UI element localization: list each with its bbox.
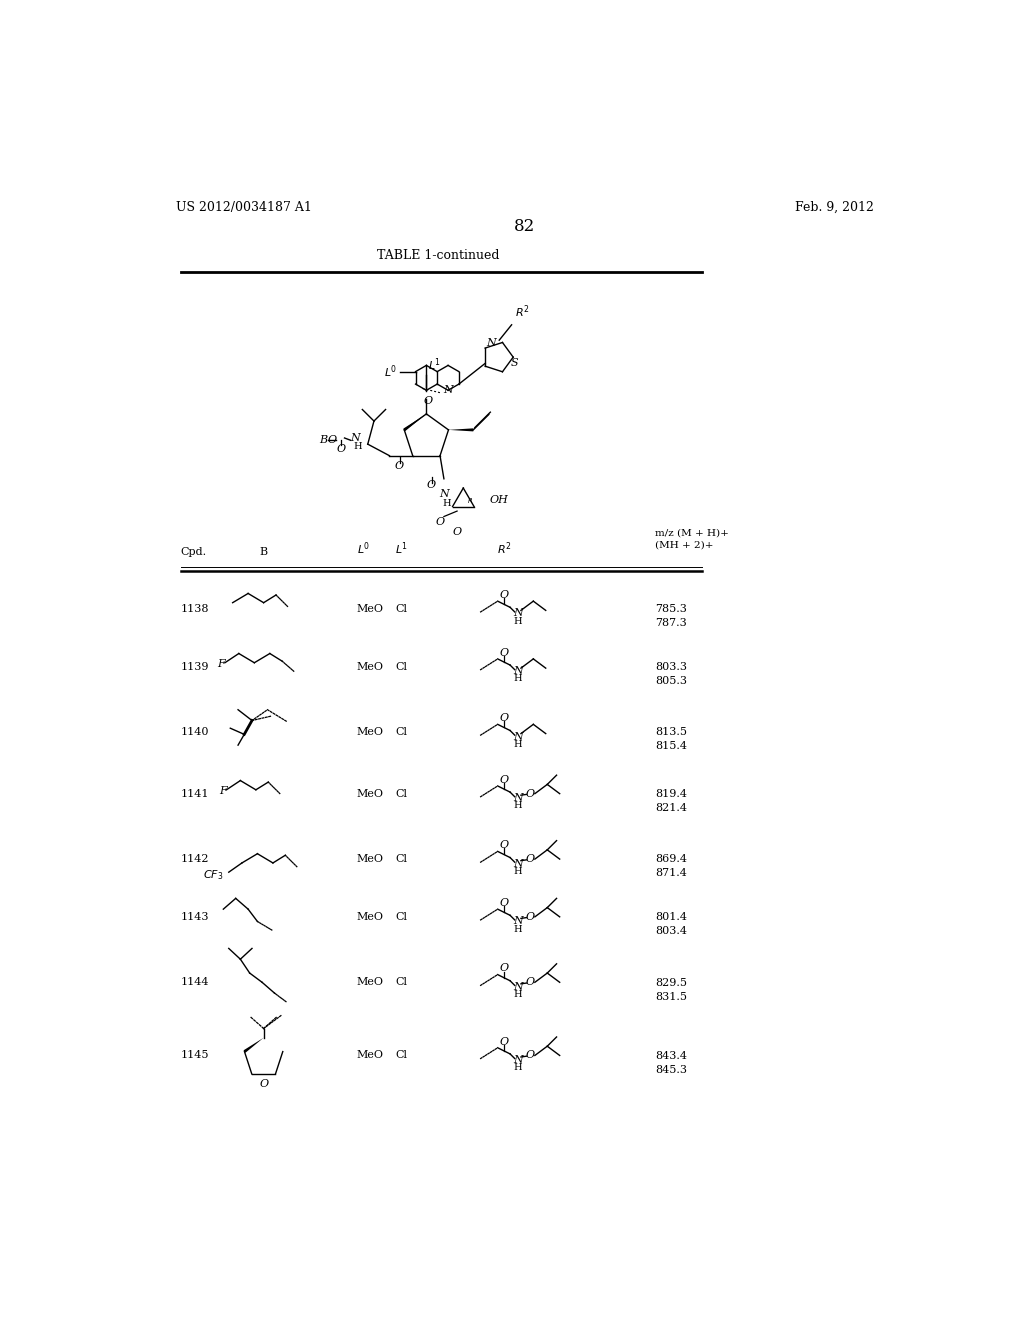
Text: N: N	[513, 916, 522, 927]
Text: N: N	[513, 731, 522, 742]
Text: Cl: Cl	[395, 727, 408, 737]
Text: N: N	[350, 433, 360, 444]
Polygon shape	[244, 1038, 263, 1053]
Text: O: O	[525, 977, 535, 987]
Text: $L^1$: $L^1$	[428, 356, 441, 372]
Polygon shape	[403, 414, 426, 432]
Text: H: H	[513, 1064, 522, 1072]
Text: Cl: Cl	[395, 854, 408, 865]
Text: N: N	[486, 338, 497, 348]
Text: 1144: 1144	[180, 977, 209, 987]
Text: O: O	[525, 1051, 535, 1060]
Text: $R^2$: $R^2$	[497, 541, 511, 557]
Polygon shape	[449, 428, 473, 432]
Text: H: H	[353, 442, 362, 451]
Text: 1139: 1139	[180, 661, 209, 672]
Text: H: H	[513, 867, 522, 876]
Text: O: O	[500, 590, 509, 601]
Text: F: F	[217, 659, 225, 669]
Text: O: O	[525, 788, 535, 799]
Text: Feb. 9, 2012: Feb. 9, 2012	[795, 201, 873, 214]
Text: Cl: Cl	[395, 977, 408, 987]
Text: O: O	[423, 396, 432, 407]
Text: O: O	[336, 444, 345, 454]
Text: B: B	[318, 436, 327, 445]
Text: 829.5
831.5: 829.5 831.5	[655, 978, 687, 1002]
Text: N: N	[513, 1055, 522, 1065]
Text: O: O	[525, 854, 535, 865]
Text: N: N	[513, 859, 522, 869]
Text: O: O	[500, 841, 509, 850]
Text: O: O	[525, 912, 535, 921]
Text: O: O	[259, 1078, 268, 1089]
Text: 801.4
803.4: 801.4 803.4	[655, 912, 687, 936]
Text: $L^0$: $L^0$	[384, 363, 397, 380]
Text: 1143: 1143	[180, 912, 209, 921]
Text: O: O	[328, 436, 337, 445]
Text: H: H	[513, 616, 522, 626]
Text: MeO: MeO	[356, 854, 384, 865]
Text: H: H	[513, 925, 522, 933]
Text: Cl: Cl	[395, 603, 408, 614]
Text: H: H	[442, 499, 451, 508]
Text: 1138: 1138	[180, 603, 209, 614]
Text: MeO: MeO	[356, 788, 384, 799]
Text: Cl: Cl	[395, 661, 408, 672]
Text: 819.4
821.4: 819.4 821.4	[655, 789, 687, 813]
Text: 1141: 1141	[180, 788, 209, 799]
Text: O: O	[394, 462, 403, 471]
Text: O: O	[500, 964, 509, 973]
Text: H: H	[513, 990, 522, 999]
Text: H: H	[513, 741, 522, 748]
Text: N: N	[443, 385, 453, 395]
Text: 1140: 1140	[180, 727, 209, 737]
Text: MeO: MeO	[356, 1051, 384, 1060]
Text: O: O	[500, 898, 509, 908]
Text: $L^0$: $L^0$	[356, 541, 370, 557]
Text: Cl: Cl	[395, 788, 408, 799]
Text: O: O	[500, 648, 509, 657]
Text: N: N	[513, 793, 522, 804]
Text: 82: 82	[514, 218, 536, 235]
Text: OH: OH	[489, 495, 509, 506]
Text: MeO: MeO	[356, 603, 384, 614]
Text: Cpd.: Cpd.	[180, 548, 207, 557]
Text: MeO: MeO	[356, 912, 384, 921]
Text: O: O	[453, 527, 462, 537]
Text: O: O	[500, 775, 509, 785]
Text: MeO: MeO	[356, 977, 384, 987]
Text: $R^2$: $R^2$	[515, 304, 529, 321]
Text: 843.4
845.3: 843.4 845.3	[655, 1051, 687, 1074]
Text: S: S	[511, 358, 518, 368]
Text: MeO: MeO	[356, 661, 384, 672]
Text: O: O	[426, 480, 435, 490]
Text: Cl: Cl	[395, 912, 408, 921]
Text: US 2012/0034187 A1: US 2012/0034187 A1	[176, 201, 312, 214]
Text: F: F	[219, 787, 226, 796]
Text: $L^1$: $L^1$	[395, 541, 409, 557]
Text: TABLE 1-continued: TABLE 1-continued	[377, 249, 500, 263]
Text: H: H	[513, 801, 522, 810]
Text: 785.3
787.3: 785.3 787.3	[655, 605, 687, 628]
Text: O: O	[435, 517, 444, 527]
Text: O: O	[500, 713, 509, 723]
Text: N: N	[513, 609, 522, 619]
Text: MeO: MeO	[356, 727, 384, 737]
Text: H: H	[513, 675, 522, 684]
Text: 1142: 1142	[180, 854, 209, 865]
Text: O: O	[500, 1036, 509, 1047]
Text: 869.4
871.4: 869.4 871.4	[655, 854, 687, 879]
Text: 813.5
815.4: 813.5 815.4	[655, 727, 687, 751]
Text: N: N	[513, 667, 522, 676]
Text: N: N	[439, 490, 449, 499]
Text: m/z (M + H)+
(MH + 2)+: m/z (M + H)+ (MH + 2)+	[655, 529, 729, 549]
Text: 803.3
805.3: 803.3 805.3	[655, 663, 687, 686]
Text: $CF_3$: $CF_3$	[203, 869, 223, 882]
Text: B: B	[259, 548, 267, 557]
Text: 1145: 1145	[180, 1051, 209, 1060]
Text: Cl: Cl	[395, 1051, 408, 1060]
Text: N: N	[513, 982, 522, 991]
Text: $_R$: $_R$	[467, 496, 473, 507]
